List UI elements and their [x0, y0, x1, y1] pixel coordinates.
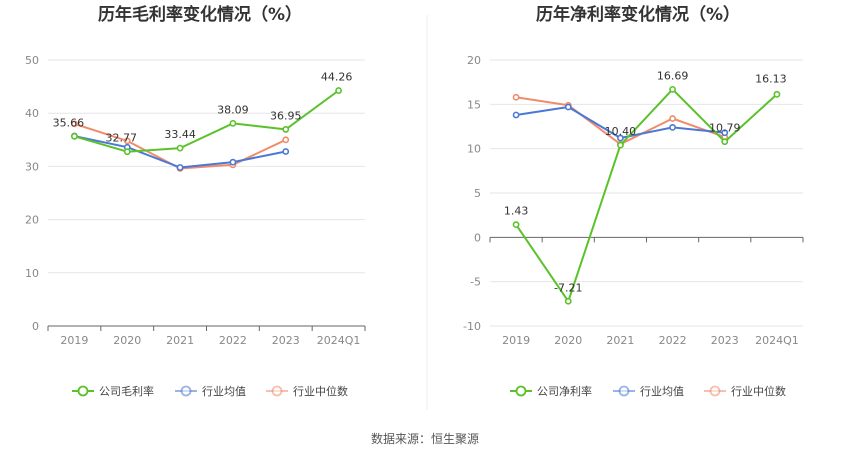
- legend-label: 行业均值: [202, 385, 246, 398]
- x-tick-label: 2022: [659, 334, 687, 347]
- series-line-company: [74, 89, 340, 153]
- legend-label: 公司毛利率: [99, 384, 154, 398]
- y-tick-label: 30: [25, 160, 39, 173]
- legend-item-company: 公司净利率: [510, 384, 592, 398]
- legend-item-industry_median: 行业中位数: [266, 384, 348, 398]
- y-tick-label: 50: [25, 54, 39, 67]
- legend-item-industry_median: 行业中位数: [704, 384, 786, 398]
- data-point-company: [123, 148, 131, 156]
- legend-swatch-marker: [77, 385, 89, 397]
- data-point-industry_avg: [669, 123, 676, 131]
- legend-label: 行业中位数: [731, 384, 786, 398]
- data-point-industry_median: [71, 120, 78, 128]
- data-point-industry_median: [512, 93, 520, 101]
- data-point-industry_avg: [229, 158, 237, 166]
- y-tick-label: 0: [32, 320, 39, 333]
- x-tick-label: 2020: [554, 334, 582, 347]
- data-point-company: [669, 85, 676, 93]
- data-point-company: [229, 119, 237, 127]
- legend-item-industry_avg: 行业均值: [613, 385, 684, 398]
- x-tick-label: 2022: [219, 334, 247, 347]
- chart-panel-1: 历年毛利率变化情况（%） 0 10 20 30 40 50 2019 2020 2021 2022 2…: [25, 4, 366, 398]
- data-point-industry_avg: [282, 148, 290, 155]
- legend-swatch-marker: [618, 385, 630, 397]
- y-tick-label: 5: [474, 187, 481, 200]
- data-point-company: [512, 221, 520, 229]
- x-tick-label: 2021: [166, 334, 194, 347]
- y-tick-label: 10: [467, 143, 481, 156]
- data-label: 10.40: [605, 125, 637, 138]
- y-tick-label: 20: [25, 214, 39, 227]
- y-tick-label: -5: [470, 276, 481, 289]
- data-point-industry_median: [669, 115, 676, 122]
- y-tick-label: 15: [467, 98, 481, 111]
- y-tick-label: 20: [467, 54, 481, 67]
- data-point-industry_avg: [721, 129, 729, 137]
- data-point-company: [335, 87, 342, 94]
- legend-swatch-marker: [271, 385, 283, 397]
- y-tick-label: 40: [25, 107, 39, 120]
- y-tick-label: -10: [463, 320, 481, 333]
- x-tick-label: 2019: [502, 334, 530, 347]
- x-tick-label: 2023: [711, 334, 739, 347]
- data-point-industry_median: [282, 136, 290, 144]
- data-point-company: [721, 138, 729, 146]
- data-point-industry_median: [123, 137, 131, 145]
- data-source: 数据来源：恒生聚源: [371, 431, 479, 446]
- data-point-industry_avg: [617, 134, 624, 142]
- data-label: 1.43: [504, 205, 529, 218]
- x-tick-label: 2024Q1: [317, 334, 361, 347]
- legend-item-industry_avg: 行业均值: [175, 385, 246, 398]
- chart-panel-2: 历年净利率变化情况（%） -10 -5 0 5 10 15 20 2019 2020 2021 202…: [463, 4, 804, 398]
- x-tick-label: 2021: [606, 334, 634, 347]
- data-label: 38.09: [217, 103, 249, 116]
- x-tick-label: 2023: [272, 334, 300, 347]
- data-label: 35.66: [53, 116, 85, 129]
- data-point-company: [282, 126, 290, 133]
- series-line-company: [515, 88, 778, 303]
- data-point-company: [773, 90, 781, 98]
- legend-label: 行业中位数: [293, 384, 348, 398]
- data-point-company: [176, 144, 184, 152]
- data-label: 16.69: [657, 69, 689, 82]
- chart-title: 历年净利率变化情况（%）: [536, 4, 740, 25]
- data-label: 10.79: [709, 122, 741, 135]
- data-point-company: [71, 132, 78, 140]
- data-label: 36.95: [270, 109, 302, 122]
- legend-swatch-marker: [709, 385, 721, 397]
- data-label: -7.21: [554, 281, 582, 294]
- x-tick-label: 2024Q1: [755, 334, 799, 347]
- chart-title: 历年毛利率变化情况（%）: [98, 4, 302, 25]
- legend-swatch-marker: [180, 385, 192, 397]
- legend-item-company: 公司毛利率: [72, 384, 154, 398]
- data-label: 32.77: [106, 132, 138, 145]
- y-tick-label: 10: [25, 267, 39, 280]
- legend-label: 行业均值: [640, 385, 684, 398]
- x-tick-label: 2020: [113, 334, 141, 347]
- data-label: 16.13: [755, 72, 787, 85]
- data-label: 44.26: [321, 71, 353, 84]
- data-point-industry_avg: [512, 111, 520, 119]
- data-label: 33.44: [164, 128, 196, 141]
- data-point-industry_avg: [564, 103, 572, 111]
- data-point-company: [617, 141, 624, 149]
- data-point-industry_avg: [176, 164, 184, 171]
- x-tick-label: 2019: [60, 334, 88, 347]
- legend-label: 公司净利率: [537, 384, 592, 398]
- y-tick-label: 0: [474, 231, 481, 244]
- data-point-company: [564, 297, 572, 305]
- legend-swatch-marker: [515, 385, 527, 397]
